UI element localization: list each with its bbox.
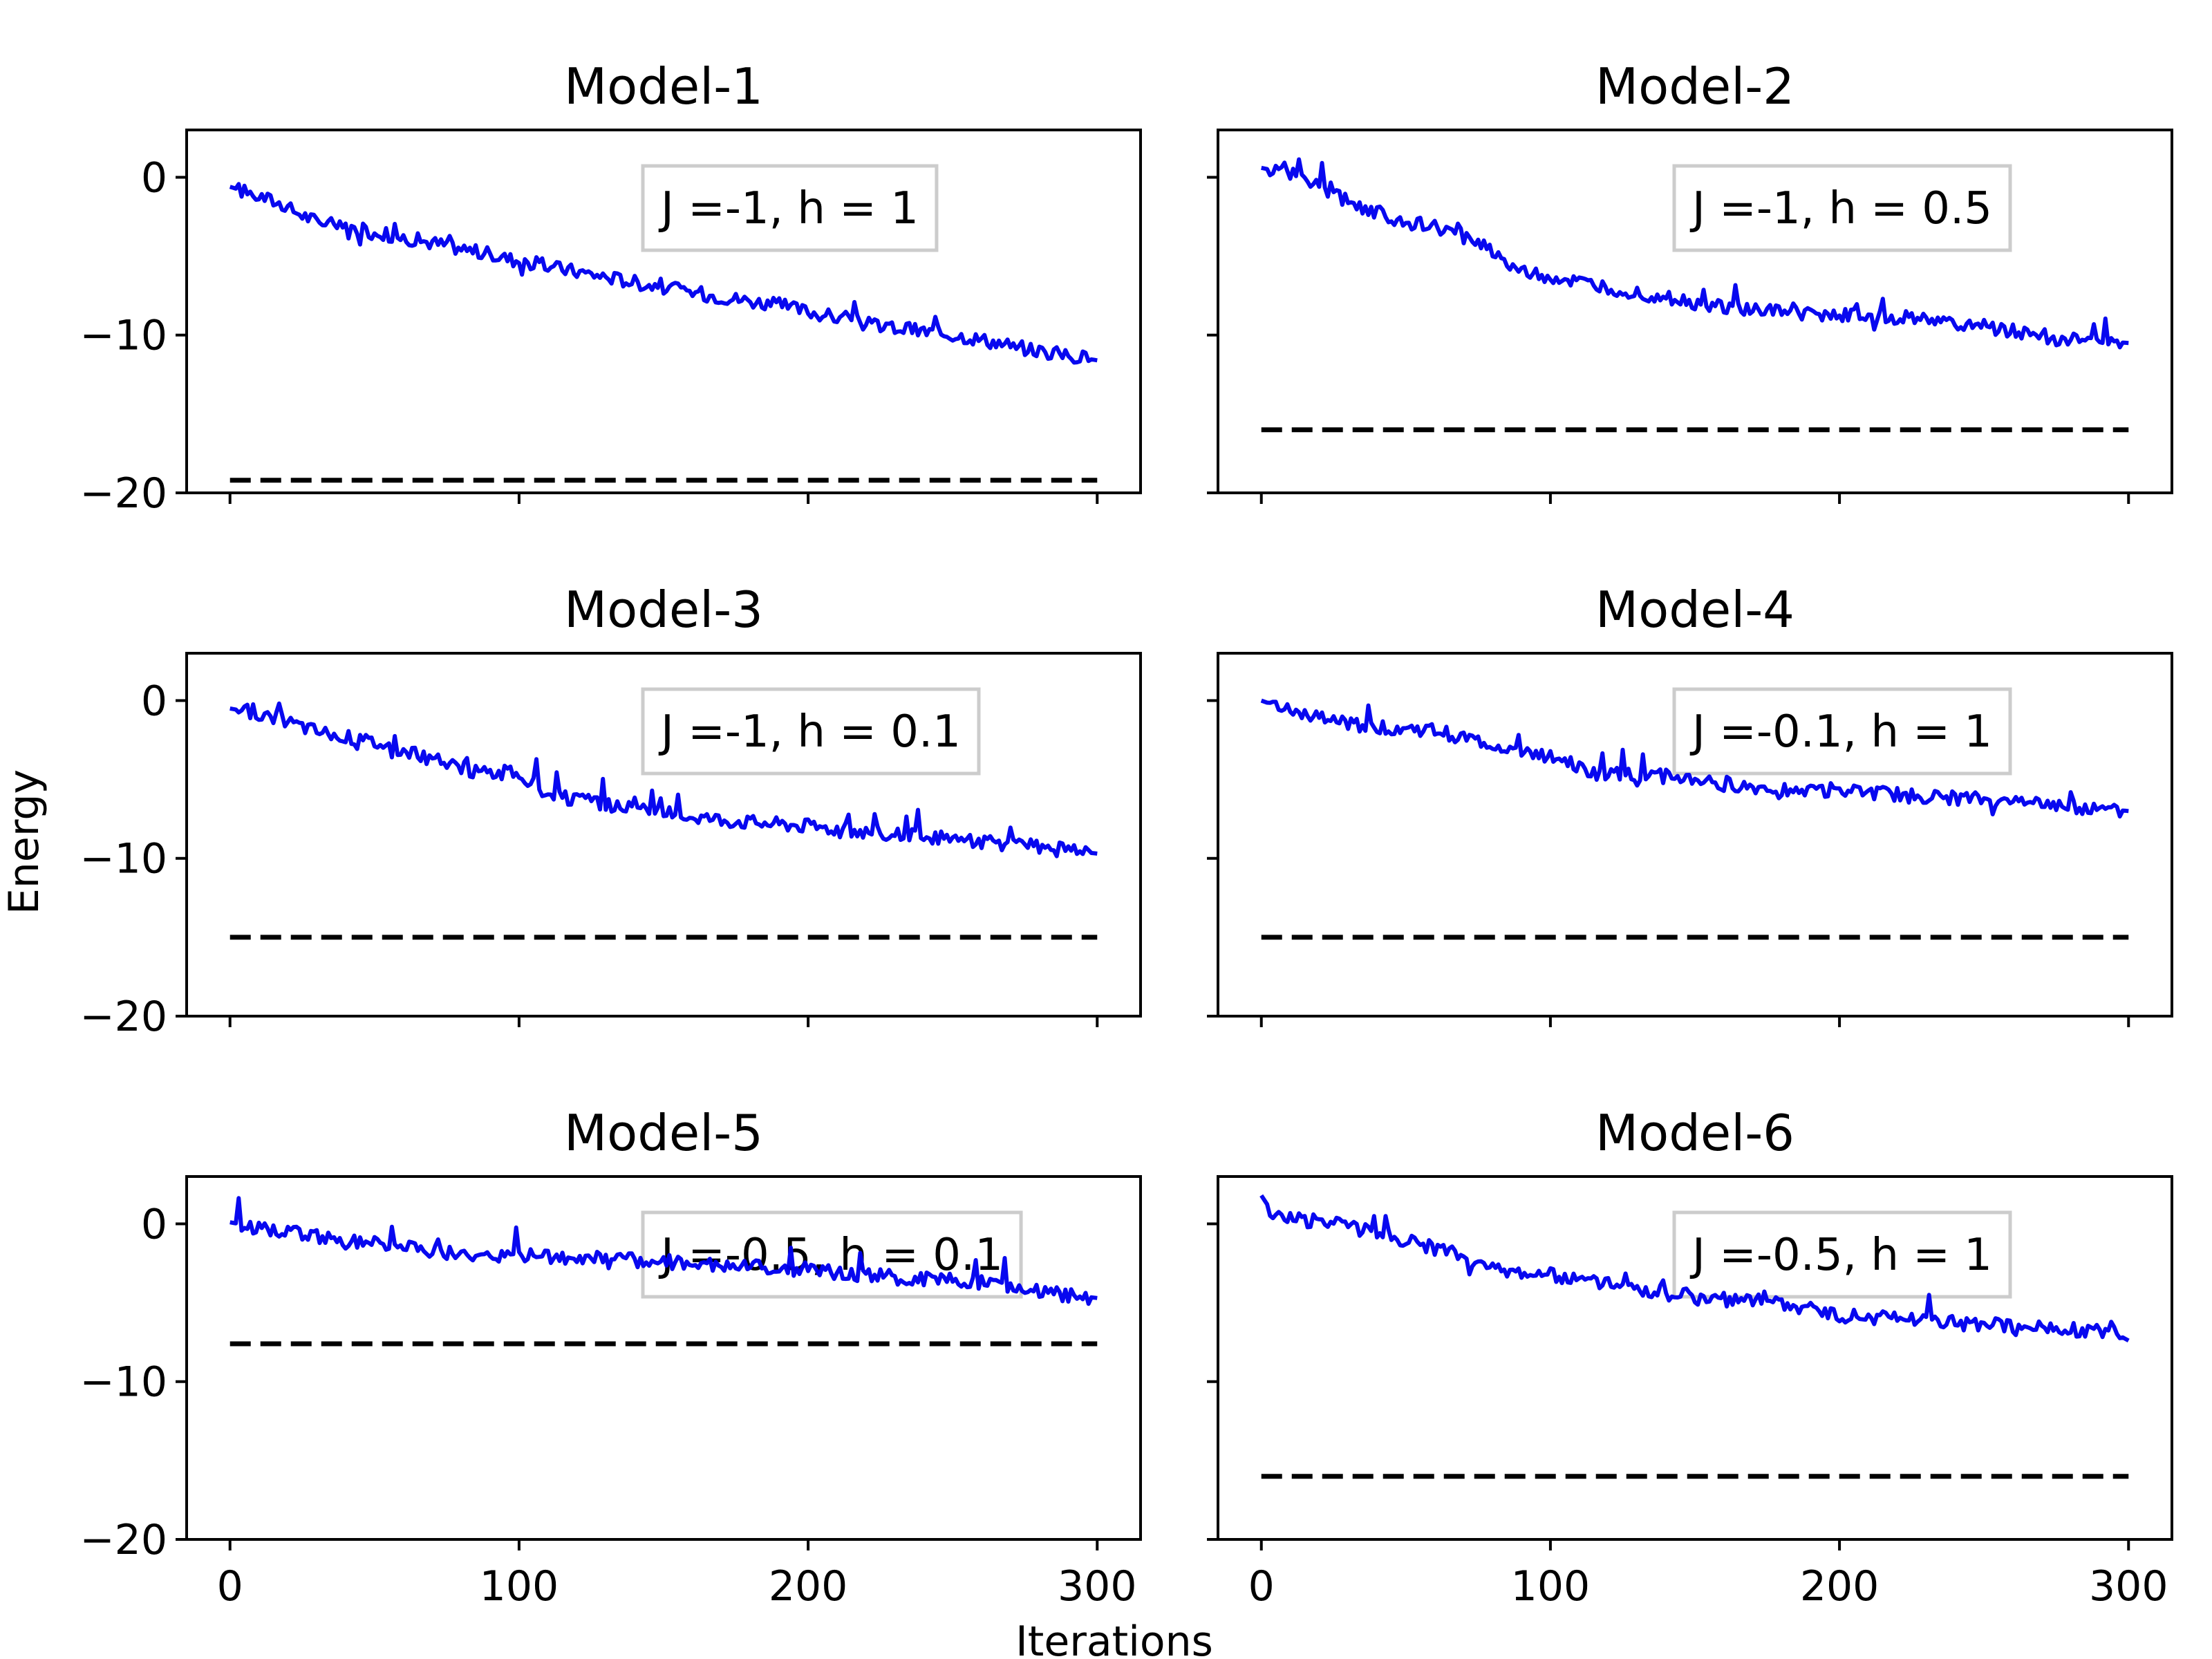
subplot-title: Model-1 [564,57,763,115]
energy-trace [1260,698,2129,819]
subplot-3: Model-3 0 −10 −20 J =-1, h = 0.1 [79,581,1142,1041]
energy-trace [1259,1194,2130,1343]
subplot-title: Model-2 [1595,57,1794,115]
subplot-title: Model-5 [564,1104,763,1162]
plot-frame [1217,129,2173,494]
parameter-annotation: J =-1, h = 0.5 [1689,183,1992,234]
plot-frame [185,652,1142,1018]
parameter-annotation: J =-0.1, h = 1 [1689,706,1992,758]
subplot-title: Model-4 [1595,581,1794,639]
x-tick-label: 0 [1248,1562,1275,1611]
plot-frame [185,1175,1142,1541]
y-tick-label: −10 [79,835,167,883]
x-tick-label: 100 [480,1562,559,1611]
y-tick-label: −10 [79,1358,167,1407]
plot-frame [185,129,1142,494]
subplot-title: Model-6 [1595,1104,1794,1162]
x-tick-label: 200 [1800,1562,1880,1611]
subplot-4: Model-4 J =-0.1, h = 1 [1207,581,2173,1027]
y-axis-label: Energy [0,769,48,915]
plot-frame [1217,1175,2173,1541]
x-tick-label: 300 [2089,1562,2168,1611]
x-axis-label: Iterations [1015,1618,1213,1659]
parameter-annotation: J =-1, h = 1 [658,183,919,234]
y-tick-label: −20 [79,1516,167,1564]
y-tick-label: 0 [141,153,167,202]
energy-trace [229,1196,1098,1306]
energy-trace [1261,157,2129,350]
y-tick-label: −20 [79,469,167,518]
y-tick-label: −20 [79,993,167,1041]
energy-trace [229,701,1098,859]
subplot-6: Model-6 0 100 200 300 J =-0.5, h = 1 [1207,1104,2173,1611]
subplot-title: Model-3 [564,581,763,639]
annotation-box [1672,1210,2012,1299]
x-tick-label: 0 [217,1562,243,1611]
subplot-1: Model-1 0 −10 −20 J =-1, h = 1 [79,57,1142,518]
x-tick-label: 200 [769,1562,848,1611]
subplot-grid: Model-1 0 −10 −20 J =-1, h = 1 Model-2 J =-1, … [79,57,2173,1611]
annotation-box [641,164,939,252]
y-tick-label: 0 [141,1200,167,1248]
parameter-annotation: J =-1, h = 0.1 [658,706,961,758]
annotation-box [1672,164,2012,252]
x-tick-label: 300 [1058,1562,1137,1611]
subplot-2: Model-2 J =-1, h = 0.5 [1207,57,2173,504]
plot-frame [1217,652,2173,1018]
y-tick-label: 0 [141,677,167,725]
parameter-annotation: J =-0.5, h = 1 [1689,1230,1992,1281]
annotation-box [1672,687,2012,776]
annotation-box [641,687,981,776]
energy-trace [229,182,1098,365]
y-tick-label: −10 [79,312,167,360]
x-tick-label: 100 [1511,1562,1591,1611]
